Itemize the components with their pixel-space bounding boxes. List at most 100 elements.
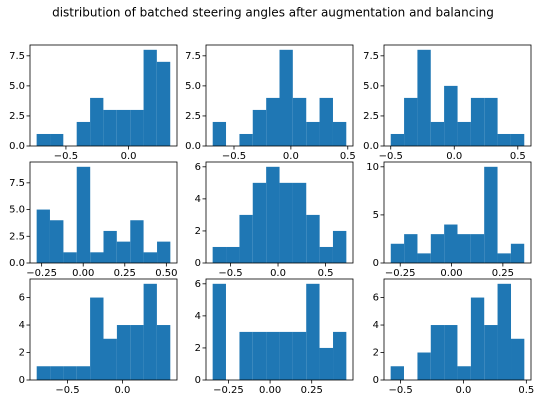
x-tick-label: −0.25 [385,268,416,279]
y-tick-label: 5.0 [9,81,25,92]
axes-frame [383,161,532,264]
bar [470,297,485,380]
bar [306,283,320,380]
bar [332,121,347,146]
bar [212,283,226,380]
bar [130,325,144,380]
x-tick-label: 0.0 [283,151,299,162]
bar [319,97,333,146]
x-tick-label: 0.25 [301,385,323,396]
bar [103,338,117,380]
bar [36,133,51,146]
y-tick-label: 0.0 [185,141,201,152]
bar [279,331,293,380]
bar [156,61,171,147]
axes-frame [29,44,178,147]
y-tick-label: 6 [19,293,25,304]
bar [252,109,267,146]
x-tick-label: 0.5 [318,268,334,279]
bar [417,49,431,146]
bar [116,325,131,380]
y-tick-label: 0.0 [9,258,25,269]
bar [90,97,104,146]
bar [76,366,91,380]
bar [49,220,64,263]
bar [390,243,405,263]
bar [156,325,171,380]
bar [390,133,405,146]
bar [157,241,171,263]
bar [90,252,104,263]
x-tick-label: −0.5 [54,151,78,162]
bar [430,325,445,380]
x-tick-label: −0.5 [379,151,403,162]
bar [497,133,511,146]
bar [470,97,485,146]
bar [404,97,418,146]
bar [444,85,458,146]
axes-frame [383,278,532,381]
bar [292,97,307,146]
x-tick-label: 0.0 [114,385,130,396]
bar [510,243,525,263]
bar [306,214,320,263]
y-tick-label: 6 [195,279,201,290]
bar [497,253,511,263]
axes-frame [205,44,354,147]
x-tick-label: 0.00 [259,385,281,396]
bar [444,325,458,380]
axes-frame [205,278,354,381]
bar [417,253,431,263]
bar [279,182,293,263]
bar [404,234,418,263]
y-tick-label: 0 [373,375,379,386]
y-tick-label: 2.5 [363,111,379,122]
bar [239,214,253,263]
bar [76,121,91,146]
bar [306,121,320,146]
y-tick-label: 6 [195,162,201,173]
y-tick-label: 6 [373,293,379,304]
bar [497,283,512,380]
x-tick-label: 0.5 [518,385,534,396]
bar [444,224,458,263]
bar [266,97,280,146]
y-tick-label: 0.0 [9,141,25,152]
y-tick-label: 4 [195,311,201,322]
y-tick-label: 5 [373,210,379,221]
bar [50,366,64,380]
y-tick-label: 0 [195,375,201,386]
y-tick-label: 7.5 [185,51,201,62]
bar [226,246,240,263]
y-tick-label: 2 [373,348,379,359]
y-tick-label: 5.0 [185,81,201,92]
bar [266,166,280,263]
x-tick-label: 0.0 [446,151,462,162]
bar [212,246,227,263]
bar [36,209,50,263]
bar [319,347,334,380]
bar [63,252,77,263]
x-tick-label: −0.5 [55,385,79,396]
bar [292,331,307,380]
x-tick-label: 0.0 [270,268,286,279]
bar [90,297,104,380]
bar [484,325,498,380]
axes-frame [29,161,178,264]
bar [266,331,280,380]
x-tick-label: −0.25 [213,385,244,396]
bar [252,331,267,380]
bar [239,133,253,146]
x-tick-label: −0.25 [26,268,57,279]
y-tick-label: 5.0 [9,205,25,216]
x-tick-label: 0.0 [121,151,137,162]
bar [470,234,485,263]
bar [50,133,64,146]
y-tick-label: 2.5 [9,231,25,242]
x-tick-label: 0.25 [114,268,136,279]
y-tick-label: 7.5 [9,51,25,62]
x-tick-label: 0.25 [492,268,514,279]
bar [279,49,293,146]
y-tick-label: 2.5 [9,111,25,122]
bar [143,283,157,380]
